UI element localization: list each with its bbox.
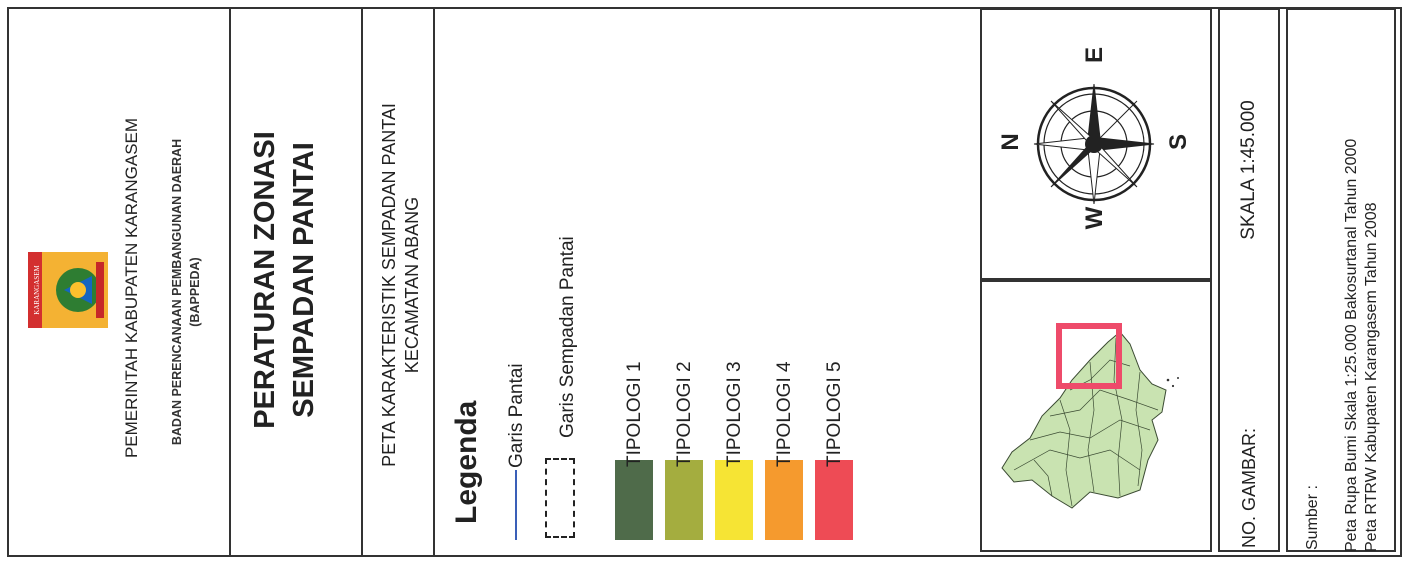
page-title-line-1: PERATURAN ZONASI: [249, 131, 281, 429]
legend-tipologi-1-swatch: [615, 460, 653, 540]
legend-tipologi-5-swatch: [815, 460, 853, 540]
legend-tipologi-4-swatch: [765, 460, 803, 540]
subtitle-line-1: PETA KARAKTERISTIK SEMPADAN PANTAI: [379, 103, 399, 467]
legend-tipologi-3-swatch: [715, 460, 753, 540]
compass-east-label: E: [1081, 47, 1108, 64]
gov-line-2: BADAN PERENCANAAN PEMBANGUNAN DAERAH: [170, 138, 184, 446]
source-heading: Sumber :: [1304, 485, 1321, 550]
scale-label: SKALA 1:45.000: [1238, 100, 1259, 240]
logo-text: KARANGASEM: [33, 265, 41, 315]
map-frame: [7, 7, 1402, 557]
compass-west-label: W: [1081, 206, 1108, 230]
compass-north-label: N: [997, 133, 1024, 151]
legend-label: Garis Pantai: [506, 363, 527, 468]
compass-rose-icon: [1030, 80, 1158, 208]
divider: [229, 7, 231, 557]
compass-south-label: S: [1165, 134, 1192, 151]
source-line-2: Peta RTRW Kabupaten Karangasem Tahun 200…: [1363, 202, 1380, 552]
legend-label: TIPOLOGI 1: [624, 361, 645, 467]
legend-label: Garis Sempadan Pantai: [557, 236, 578, 438]
gov-line-3: (BAPPEDA): [188, 257, 202, 327]
legend-label: TIPOLOGI 4: [774, 361, 795, 467]
logo: KARANGASEM: [28, 252, 108, 328]
divider: [361, 7, 363, 557]
page-title-line-2: SEMPADAN PANTAI: [288, 142, 320, 418]
legend-label: TIPOLOGI 5: [824, 361, 845, 467]
legend-tipologi-2-swatch: [665, 460, 703, 540]
subtitle-line-2: KECAMATAN ABANG: [402, 196, 422, 374]
source-line-1: Peta Rupa Bumi Skala 1:25.000 Bakosurtan…: [1343, 138, 1360, 552]
scale-box: [1218, 8, 1280, 552]
source-box: [1286, 8, 1396, 552]
legend-coastline-swatch: [515, 470, 517, 540]
legend-label: TIPOLOGI 3: [724, 361, 745, 467]
legend-heading: Legenda: [450, 400, 483, 524]
divider: [433, 7, 435, 557]
drawing-number-label: NO. GAMBAR:: [1239, 427, 1259, 548]
legend-setback-swatch: [545, 458, 575, 538]
gov-line-1: PEMERINTAH KABUPATEN KARANGASEM: [122, 117, 141, 459]
legend-label: TIPOLOGI 2: [674, 361, 695, 467]
inset-map: [990, 320, 1205, 520]
